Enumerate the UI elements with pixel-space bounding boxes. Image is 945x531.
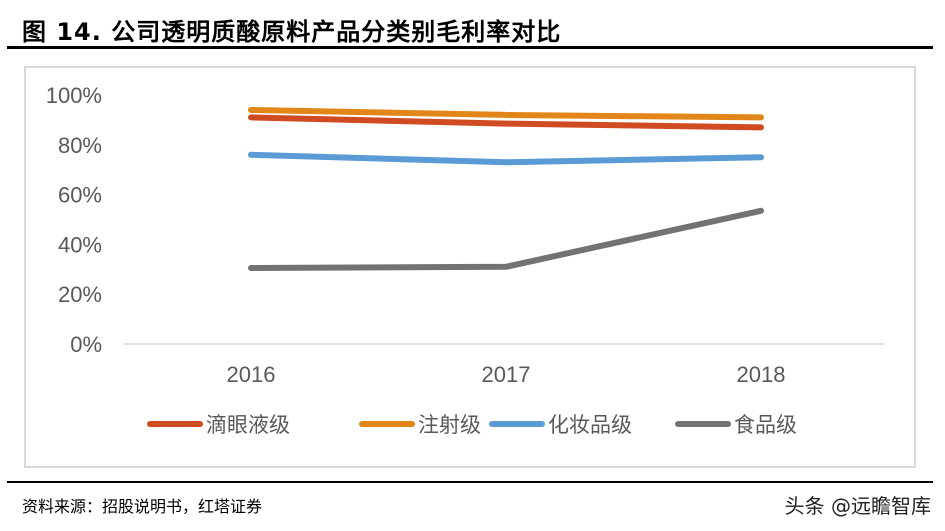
- y-tick-label: 60%: [58, 183, 102, 208]
- x-tick-label: 2017: [482, 362, 531, 387]
- legend-label: 食品级: [734, 413, 797, 437]
- top-rule: [7, 46, 933, 49]
- series-line: [248, 114, 764, 131]
- y-tick-label: 80%: [58, 133, 102, 158]
- y-tick-label: 40%: [58, 232, 102, 257]
- series-line: [248, 207, 764, 272]
- series-line: [248, 106, 764, 121]
- watermark: 头条 @远瞻智库: [784, 494, 931, 518]
- legend-label: 化妆品级: [548, 413, 632, 437]
- figure-title: 图 14. 公司透明质酸原料产品分类别毛利率对比: [22, 18, 562, 46]
- x-tick-label: 2016: [227, 362, 276, 387]
- source-note: 资料来源：招股说明书，红塔证券: [22, 497, 263, 516]
- bottom-rule: [7, 481, 933, 483]
- series-line: [248, 151, 764, 166]
- y-tick-label: 100%: [46, 83, 102, 108]
- legend-label: 注射级: [418, 413, 481, 437]
- x-tick-label: 2018: [737, 362, 786, 387]
- legend-label: 滴眼液级: [206, 413, 290, 437]
- y-tick-label: 0%: [70, 332, 102, 357]
- chart-frame: [24, 66, 916, 468]
- y-tick-label: 20%: [58, 282, 102, 307]
